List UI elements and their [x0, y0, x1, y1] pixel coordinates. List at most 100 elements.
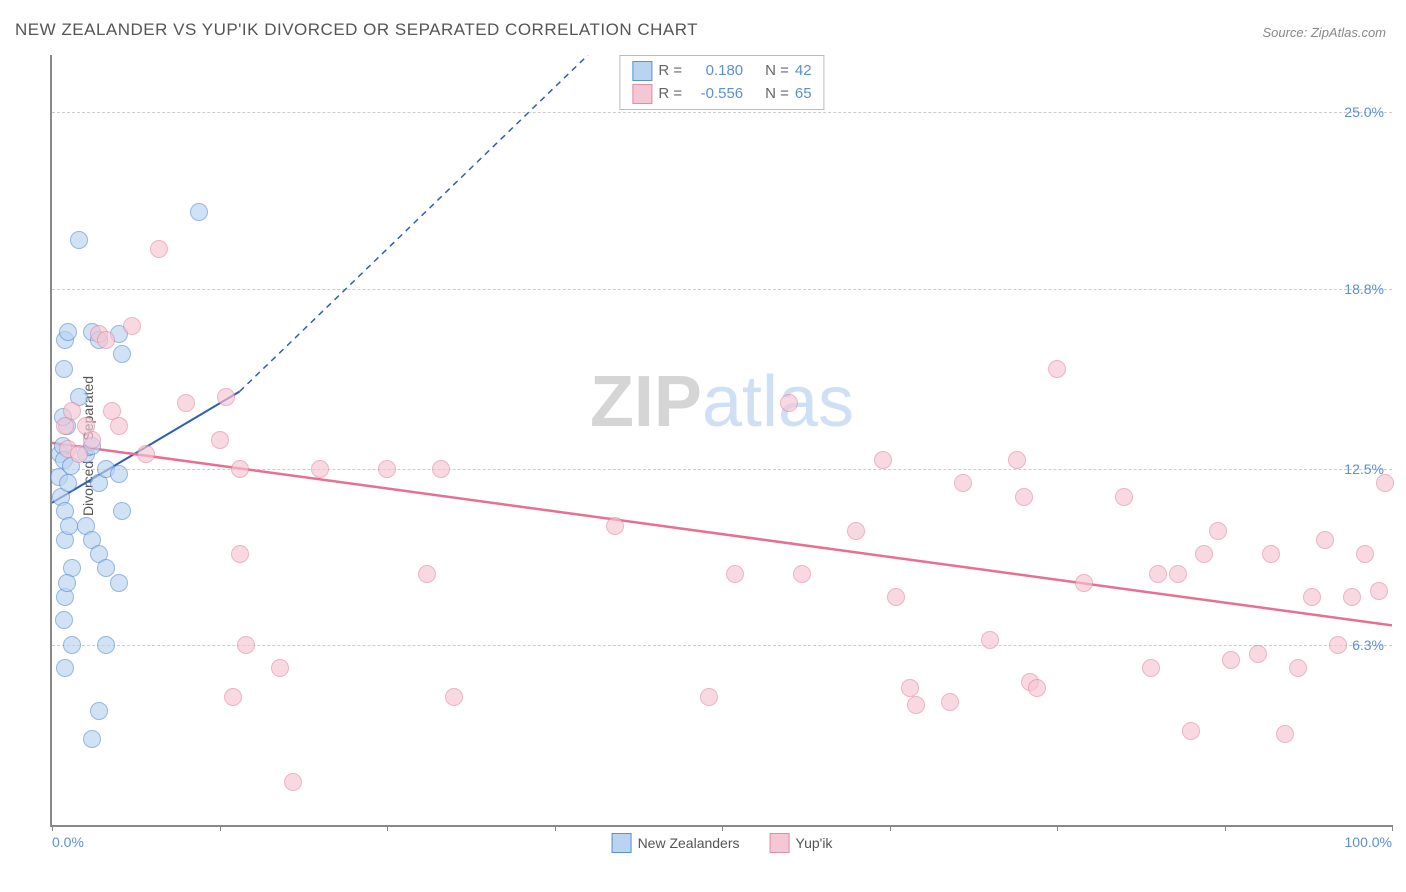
y-tick-label: 25.0%: [1344, 104, 1384, 120]
scatter-point: [211, 431, 229, 449]
source-attribution: Source: ZipAtlas.com: [1262, 25, 1386, 40]
chart-title: NEW ZEALANDER VS YUP'IK DIVORCED OR SEPA…: [15, 20, 698, 40]
scatter-point: [1370, 582, 1388, 600]
scatter-point: [1182, 722, 1200, 740]
scatter-point: [1343, 588, 1361, 606]
y-tick-label: 6.3%: [1352, 637, 1384, 653]
scatter-point: [606, 517, 624, 535]
scatter-point: [113, 345, 131, 363]
x-tick: [387, 825, 388, 831]
stats-row: R =-0.556N =65: [632, 83, 811, 106]
x-tick: [1392, 825, 1393, 831]
scatter-point: [1015, 488, 1033, 506]
scatter-point: [217, 388, 235, 406]
scatter-point: [901, 679, 919, 697]
x-tick: [1225, 825, 1226, 831]
scatter-point: [83, 730, 101, 748]
scatter-point: [1316, 531, 1334, 549]
scatter-point: [284, 773, 302, 791]
chart-container: NEW ZEALANDER VS YUP'IK DIVORCED OR SEPA…: [0, 0, 1406, 892]
scatter-point: [874, 451, 892, 469]
scatter-point: [1276, 725, 1294, 743]
scatter-point: [378, 460, 396, 478]
legend-label: Yup'ik: [796, 835, 833, 851]
scatter-point: [1115, 488, 1133, 506]
scatter-point: [231, 545, 249, 563]
scatter-point: [941, 693, 959, 711]
scatter-point: [1262, 545, 1280, 563]
scatter-point: [1222, 651, 1240, 669]
legend-swatch: [632, 84, 652, 104]
scatter-point: [1209, 522, 1227, 540]
scatter-point: [97, 331, 115, 349]
scatter-point: [177, 394, 195, 412]
x-axis-min-label: 0.0%: [52, 834, 84, 850]
scatter-point: [97, 559, 115, 577]
scatter-point: [224, 688, 242, 706]
scatter-point: [113, 502, 131, 520]
scatter-point: [1303, 588, 1321, 606]
x-tick: [890, 825, 891, 831]
legend-item: New Zealanders: [612, 833, 740, 853]
legend-swatch: [612, 833, 632, 853]
legend-label: New Zealanders: [638, 835, 740, 851]
x-axis-max-label: 100.0%: [1345, 834, 1392, 850]
scatter-point: [1376, 474, 1394, 492]
scatter-point: [1195, 545, 1213, 563]
gridline: [52, 469, 1392, 470]
scatter-point: [63, 636, 81, 654]
scatter-point: [271, 659, 289, 677]
x-tick: [220, 825, 221, 831]
watermark: ZIPatlas: [590, 361, 854, 443]
stats-row: R =0.180N =42: [632, 60, 811, 83]
scatter-point: [954, 474, 972, 492]
scatter-point: [110, 465, 128, 483]
scatter-point: [700, 688, 718, 706]
y-tick-label: 12.5%: [1344, 461, 1384, 477]
scatter-point: [56, 659, 74, 677]
scatter-point: [58, 574, 76, 592]
scatter-point: [1249, 645, 1267, 663]
plot-area: ZIPatlas 6.3% 12.5% 18.8% 25.0% R =0.180N =…: [50, 55, 1392, 827]
scatter-point: [981, 631, 999, 649]
scatter-point: [83, 431, 101, 449]
scatter-point: [1149, 565, 1167, 583]
legend-swatch: [632, 61, 652, 81]
scatter-point: [1008, 451, 1026, 469]
scatter-point: [1329, 636, 1347, 654]
scatter-point: [847, 522, 865, 540]
scatter-point: [237, 636, 255, 654]
scatter-point: [907, 696, 925, 714]
scatter-point: [418, 565, 436, 583]
x-tick: [722, 825, 723, 831]
scatter-point: [726, 565, 744, 583]
scatter-point: [1028, 679, 1046, 697]
scatter-point: [55, 360, 73, 378]
scatter-point: [97, 636, 115, 654]
scatter-point: [90, 702, 108, 720]
scatter-point: [70, 445, 88, 463]
y-tick-label: 18.8%: [1344, 281, 1384, 297]
scatter-point: [780, 394, 798, 412]
scatter-point: [63, 402, 81, 420]
scatter-point: [123, 317, 141, 335]
scatter-point: [231, 460, 249, 478]
scatter-point: [59, 323, 77, 341]
trend-lines: [52, 55, 1392, 825]
legend-item: Yup'ik: [770, 833, 833, 853]
scatter-point: [311, 460, 329, 478]
scatter-point: [445, 688, 463, 706]
x-tick: [555, 825, 556, 831]
scatter-point: [1142, 659, 1160, 677]
scatter-point: [190, 203, 208, 221]
scatter-point: [110, 574, 128, 592]
x-tick: [1057, 825, 1058, 831]
scatter-point: [110, 417, 128, 435]
stats-box: R =0.180N =42R =-0.556N =65: [619, 55, 824, 110]
scatter-point: [70, 231, 88, 249]
legend-swatch: [770, 833, 790, 853]
gridline: [52, 289, 1392, 290]
scatter-point: [1048, 360, 1066, 378]
scatter-point: [59, 474, 77, 492]
scatter-point: [432, 460, 450, 478]
